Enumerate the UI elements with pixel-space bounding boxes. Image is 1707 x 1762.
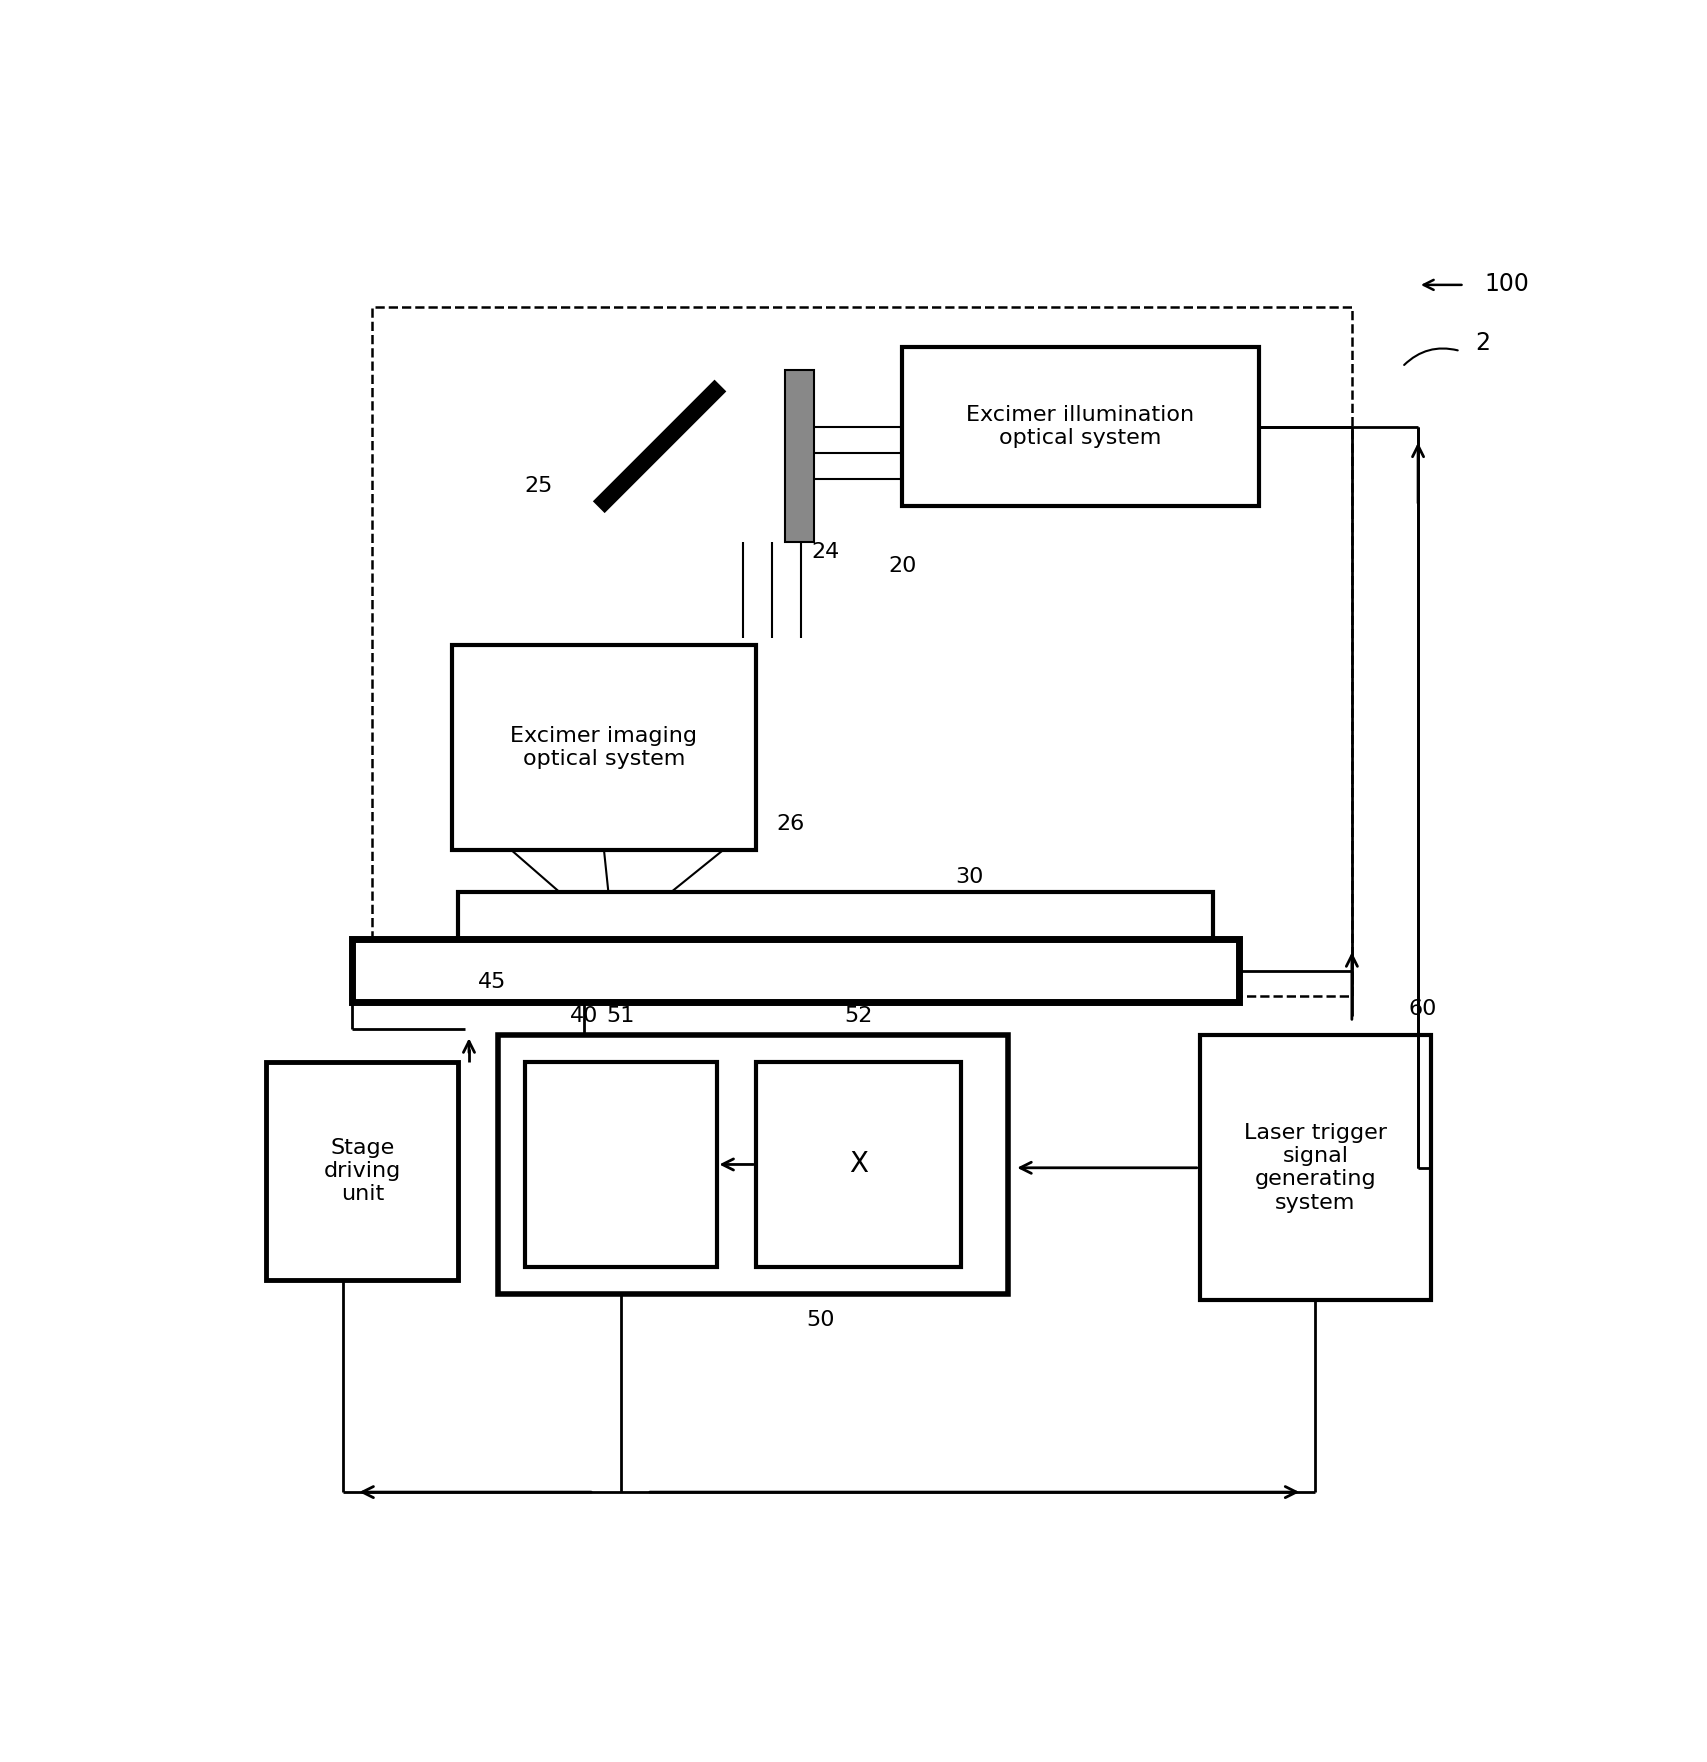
Text: 51: 51	[606, 1006, 635, 1025]
Text: 24: 24	[811, 543, 840, 562]
Text: 52: 52	[845, 1006, 872, 1025]
Text: X: X	[848, 1151, 867, 1179]
Text: 25: 25	[524, 476, 553, 497]
Text: 30: 30	[954, 867, 983, 886]
Bar	[901, 347, 1258, 506]
Text: Excimer illumination
optical system: Excimer illumination optical system	[966, 405, 1193, 448]
Bar	[524, 1062, 717, 1267]
Bar	[451, 645, 756, 849]
Text: 100: 100	[1483, 271, 1528, 296]
Text: 50: 50	[806, 1309, 833, 1330]
Text: 2: 2	[1475, 331, 1489, 356]
Bar	[352, 939, 1239, 1003]
Text: 20: 20	[888, 555, 917, 576]
Text: 60: 60	[1407, 999, 1436, 1018]
Bar	[785, 370, 814, 541]
Text: 40: 40	[570, 1006, 597, 1025]
Bar	[372, 307, 1352, 996]
Bar	[1198, 1036, 1430, 1300]
Bar	[457, 893, 1212, 943]
Text: Laser trigger
signal
generating
system: Laser trigger signal generating system	[1243, 1122, 1386, 1212]
Bar	[498, 1036, 1007, 1293]
Text: 26: 26	[775, 814, 804, 833]
Bar	[756, 1062, 961, 1267]
Text: 45: 45	[478, 973, 507, 992]
Text: Excimer imaging
optical system: Excimer imaging optical system	[510, 726, 696, 768]
Bar	[266, 1062, 457, 1281]
Text: Stage
driving
unit: Stage driving unit	[324, 1138, 401, 1203]
